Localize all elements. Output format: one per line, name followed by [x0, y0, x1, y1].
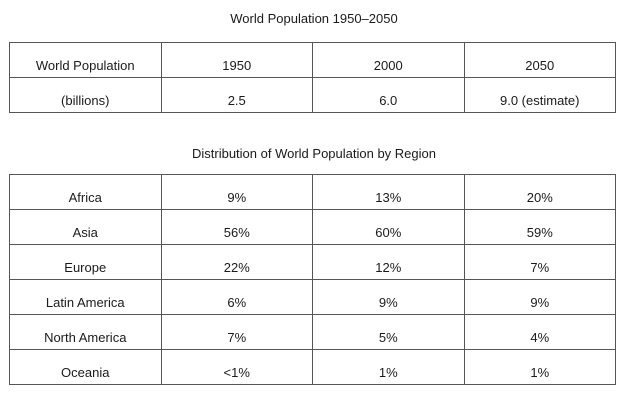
table-row: Africa 9% 13% 20% — [9, 174, 616, 210]
distribution-table-title: Distribution of World Population by Regi… — [191, 146, 436, 161]
table-row: North America 7% 5% 4% — [9, 314, 616, 350]
cell: 7% — [463, 244, 616, 280]
cell: 20% — [463, 174, 616, 210]
table-row: (billions) 2.5 6.0 9.0 (estimate) — [9, 77, 616, 113]
table-row: Asia 56% 60% 59% — [9, 209, 616, 245]
cell: 1% — [312, 349, 465, 385]
region-label: Europe — [9, 244, 162, 280]
cell: 6% — [160, 279, 313, 315]
table-row: World Population 1950 2000 2050 — [9, 42, 616, 78]
cell: 7% — [160, 314, 313, 350]
cell: 60% — [312, 209, 465, 245]
value-1950: 2.5 — [160, 77, 313, 113]
value-2000: 6.0 — [312, 77, 465, 113]
cell: 9% — [160, 174, 313, 210]
cell: 13% — [312, 174, 465, 210]
table-row: Oceania <1% 1% 1% — [9, 349, 616, 385]
table-row: Latin America 6% 9% 9% — [9, 279, 616, 315]
year-1950: 1950 — [160, 42, 313, 78]
table-row: Europe 22% 12% 7% — [9, 244, 616, 280]
region-label: North America — [9, 314, 162, 350]
population-table: World Population 1950 2000 2050 (billion… — [9, 42, 616, 113]
cell: 1% — [463, 349, 616, 385]
cell: 5% — [312, 314, 465, 350]
cell: 56% — [160, 209, 313, 245]
region-label: Latin America — [9, 279, 162, 315]
region-label: Oceania — [9, 349, 162, 385]
region-label: Africa — [9, 174, 162, 210]
cell: 4% — [463, 314, 616, 350]
cell: <1% — [160, 349, 313, 385]
value-2050: 9.0 (estimate) — [463, 77, 616, 113]
population-table-title: World Population 1950–2050 — [230, 11, 398, 26]
cell: 59% — [463, 209, 616, 245]
year-2000: 2000 — [312, 42, 465, 78]
region-label: Asia — [9, 209, 162, 245]
cell: 22% — [160, 244, 313, 280]
row-label: World Population — [9, 42, 162, 78]
cell: 9% — [463, 279, 616, 315]
distribution-table: Africa 9% 13% 20% Asia 56% 60% 59% Europ… — [9, 174, 616, 385]
row-label: (billions) — [9, 77, 162, 113]
year-2050: 2050 — [463, 42, 616, 78]
cell: 9% — [312, 279, 465, 315]
cell: 12% — [312, 244, 465, 280]
